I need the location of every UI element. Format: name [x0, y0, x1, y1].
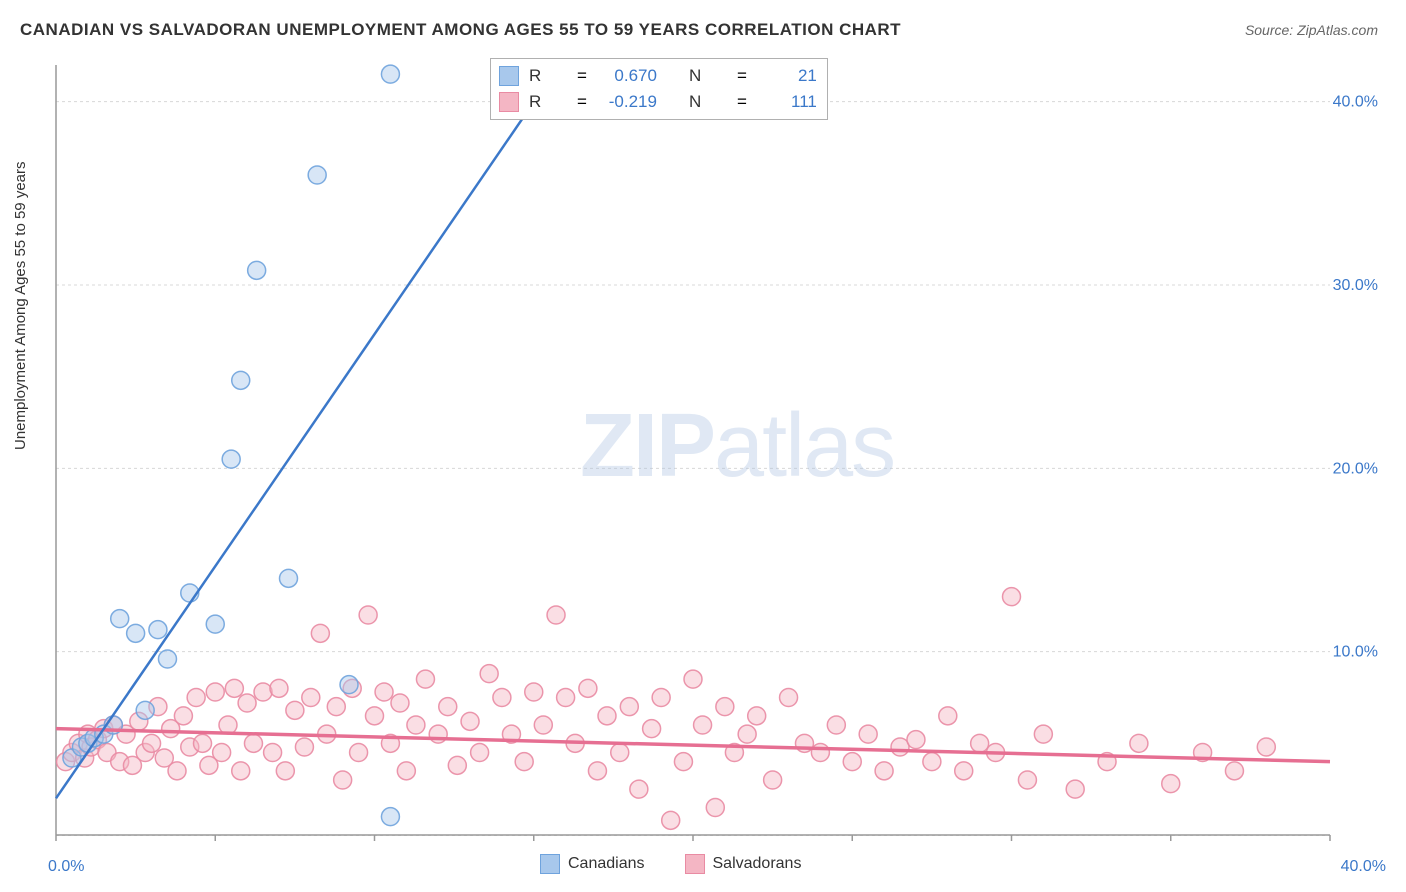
- legend-item-salvadorans: Salvadorans: [685, 854, 802, 874]
- svg-text:40.0%: 40.0%: [1333, 94, 1378, 111]
- legend-row-salvadorans: R = -0.219 N = 111: [499, 89, 817, 115]
- x-axis-min-label: 0.0%: [48, 858, 84, 876]
- y-axis-label: Unemployment Among Ages 55 to 59 years: [12, 161, 29, 450]
- correlation-legend: R = 0.670 N = 21 R = -0.219 N = 111: [490, 58, 828, 120]
- svg-text:20.0%: 20.0%: [1333, 460, 1378, 477]
- source-attribution: Source: ZipAtlas.com: [1245, 22, 1378, 38]
- legend-swatch-pink-icon: [685, 854, 705, 874]
- n-value-salvadorans: 111: [757, 92, 817, 112]
- svg-text:30.0%: 30.0%: [1333, 277, 1378, 294]
- r-value-canadians: 0.670: [597, 66, 657, 86]
- series-legend: Canadians Salvadorans: [540, 854, 801, 874]
- legend-item-canadians: Canadians: [540, 854, 645, 874]
- legend-row-canadians: R = 0.670 N = 21: [499, 63, 817, 89]
- legend-swatch-blue-icon: [540, 854, 560, 874]
- n-value-canadians: 21: [757, 66, 817, 86]
- chart-title: CANADIAN VS SALVADORAN UNEMPLOYMENT AMON…: [20, 20, 901, 40]
- scatter-plot: 10.0% 20.0% 30.0% 40.0%: [50, 55, 1390, 845]
- legend-swatch-pink: [499, 92, 519, 112]
- r-value-salvadorans: -0.219: [597, 92, 657, 112]
- svg-text:10.0%: 10.0%: [1333, 644, 1378, 661]
- x-axis-max-label: 40.0%: [1341, 858, 1386, 876]
- legend-swatch-blue: [499, 66, 519, 86]
